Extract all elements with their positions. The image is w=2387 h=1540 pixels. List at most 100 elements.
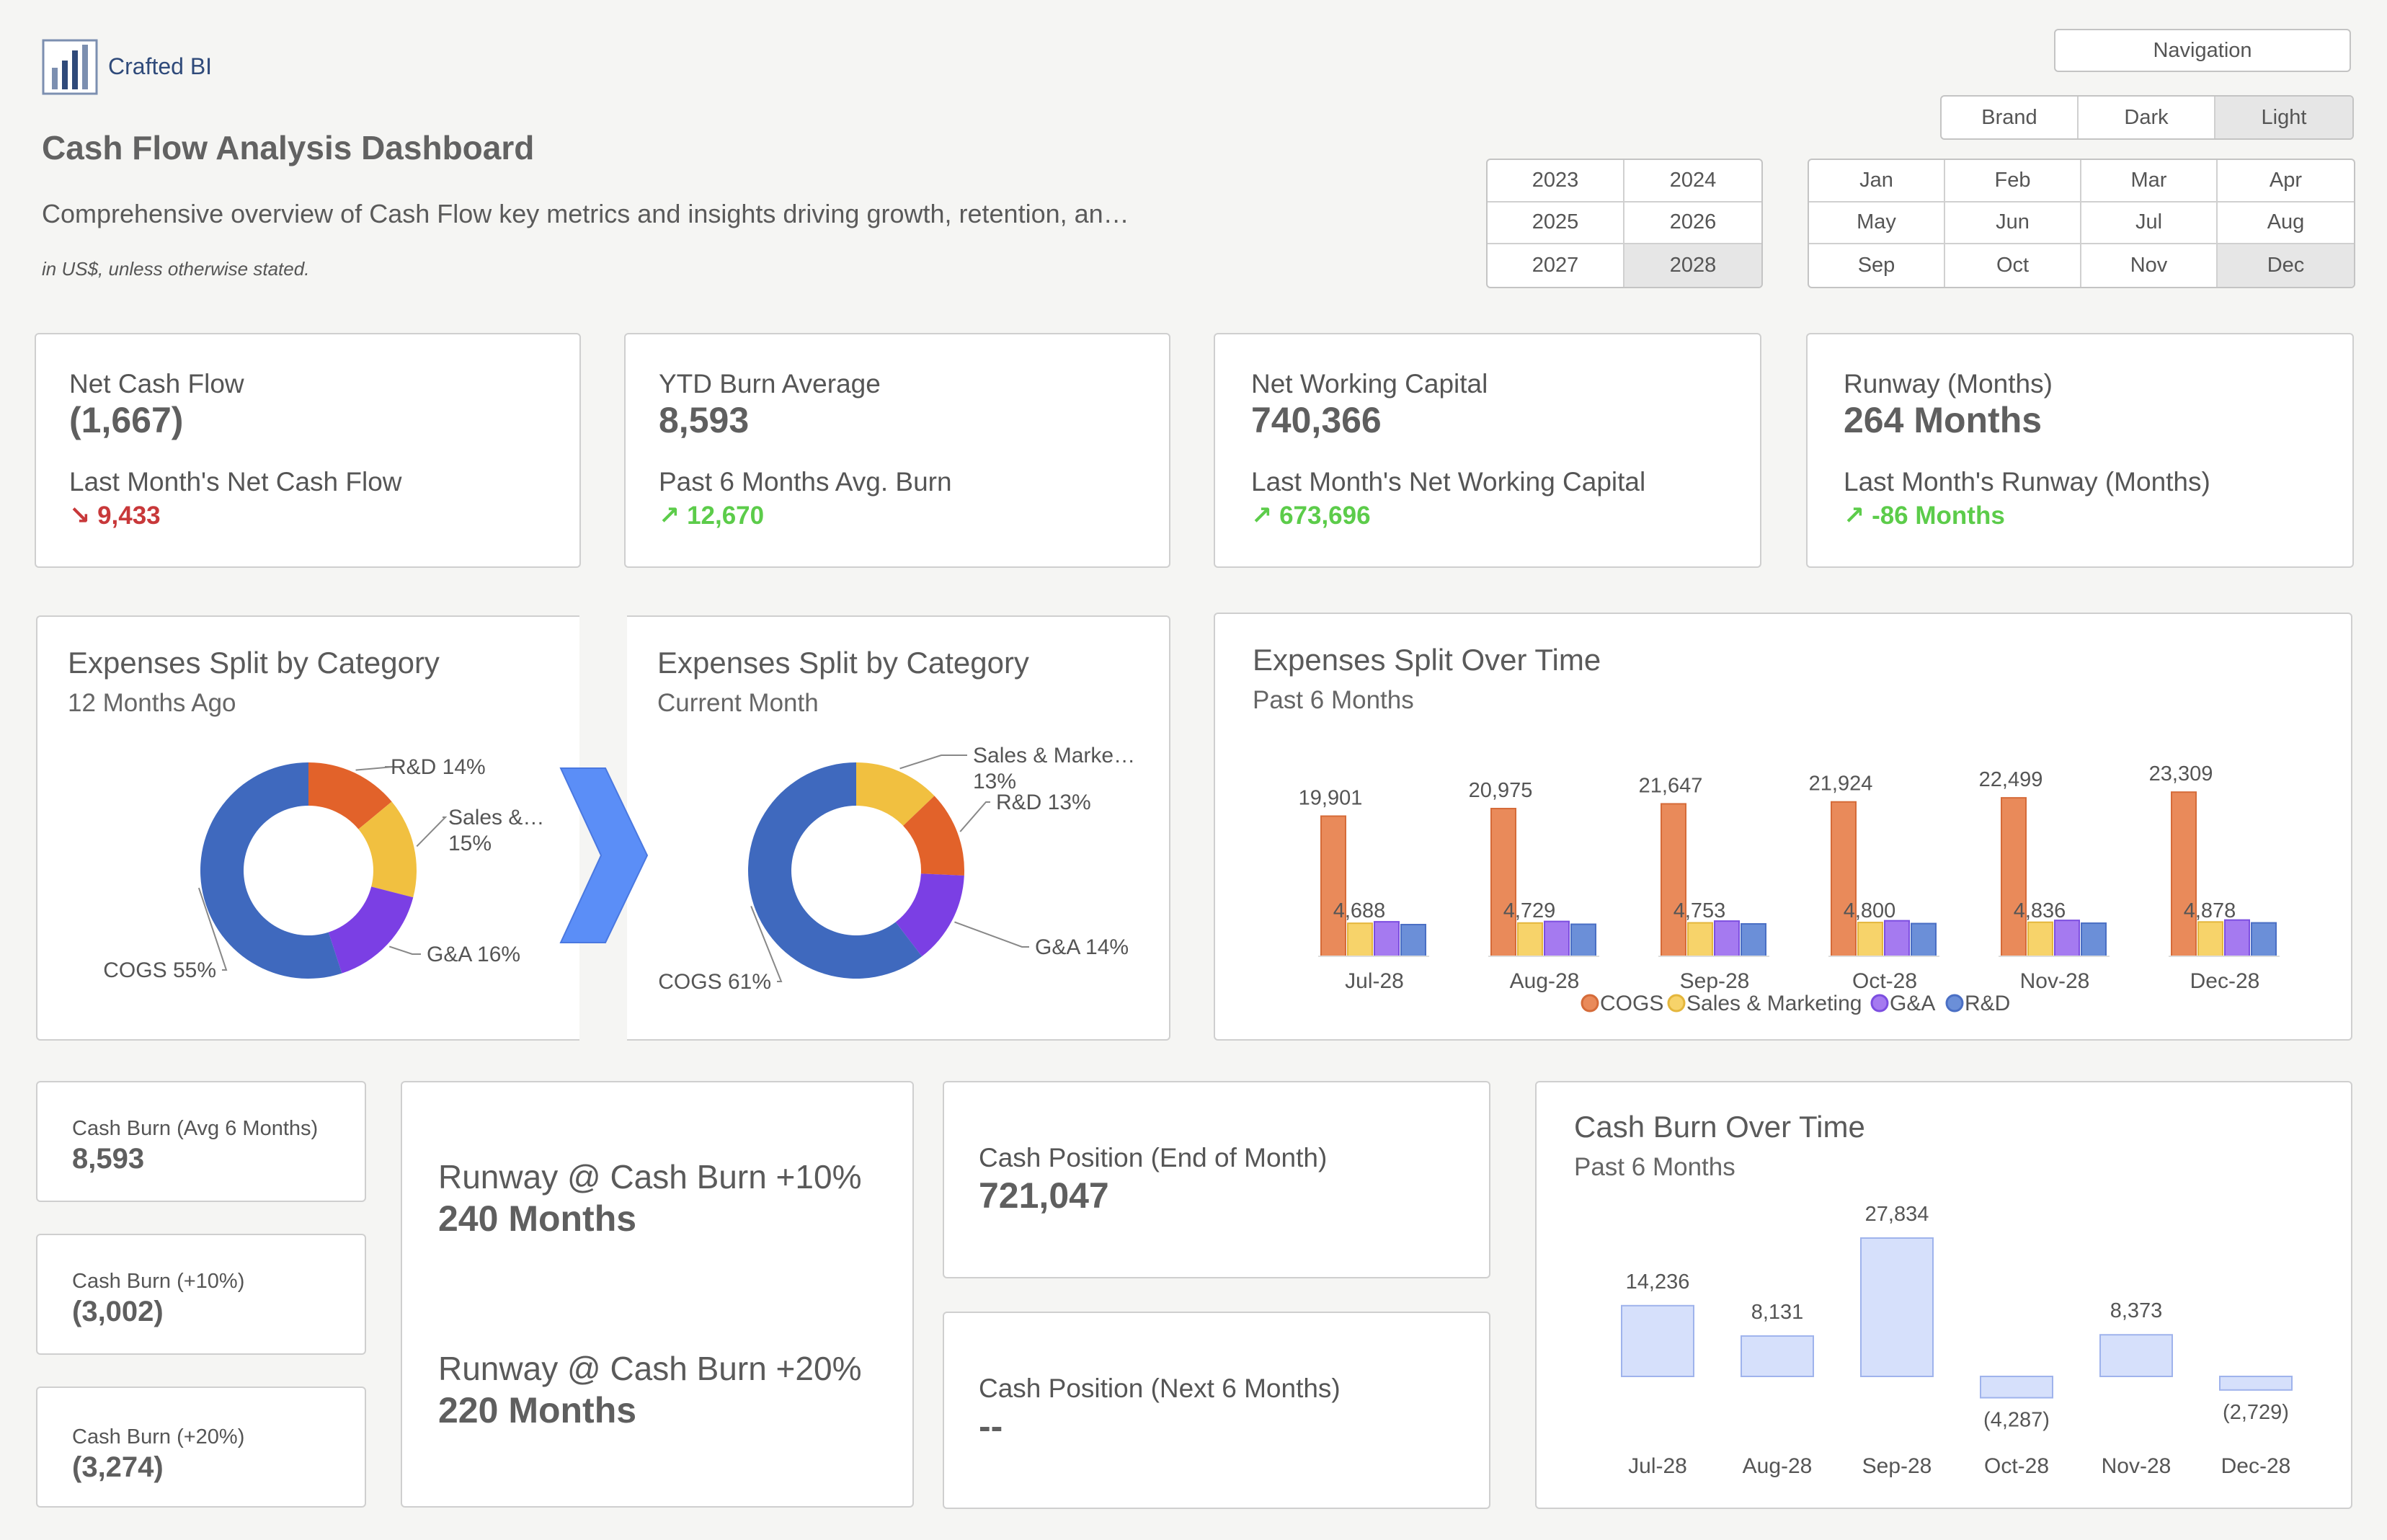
kpi-compare-value: ↗ -86 Months [1844,502,2005,530]
data-label: (4,287) [1983,1409,2050,1432]
donut-slice [903,796,964,876]
burn-bar [1860,1237,1934,1377]
kpi-compare-label: Past 6 Months Avg. Burn [659,467,952,497]
burn-bar [2099,1334,2173,1377]
bar-r-d [1911,922,1937,958]
month-selector: Jan Feb Mar Apr May Jun Jul Aug Sep Oct … [1808,159,2355,288]
legend-label: G&A [1890,992,1935,1015]
expenses-over-time-card: Expenses Split Over Time Past 6 Months 1… [1214,613,2352,1041]
theme-light-button[interactable]: Light [2215,97,2352,138]
donut-chart-prev: R&D 14% Sales &… 15% G&A 16% COGS 55% [103,755,544,982]
month-button-nov[interactable]: Nov [2081,244,2218,287]
donut-slice [358,801,417,898]
x-tick-label: Jul-28 [1345,969,1404,993]
x-tick-label: Dec-28 [2221,1454,2291,1478]
bar-sales-marketing [1857,922,1883,958]
cash-position-end-card: Cash Position (End of Month) 721,047 [943,1081,1490,1278]
legend-label: R&D [1965,992,2010,1015]
data-label: 8,373 [2110,1299,2163,1322]
theme-brand-button[interactable]: Brand [1942,97,2079,138]
chart-subtitle: Past 6 Months [1574,1153,1735,1181]
month-button-mar[interactable]: Mar [2081,160,2218,202]
bar-cogs [1490,808,1516,958]
navigation-button[interactable]: Navigation [2054,29,2351,72]
year-button-2023[interactable]: 2023 [1488,160,1624,202]
x-tick-label: Nov-28 [2102,1454,2172,1478]
bar-sales-marketing [2027,921,2053,957]
slice-label: Sales &… [448,806,544,829]
year-button-2026[interactable]: 2026 [1624,202,1761,245]
bar-chart-logo-icon [42,39,98,95]
slice-label: COGS 55% [103,958,216,982]
data-label: 4,729 [1503,899,1556,922]
data-label: 19,901 [1299,787,1363,810]
legend-swatch [1581,994,1599,1012]
kpi-card-runway: Runway (Months) 264 Months Last Month's … [1806,333,2354,568]
kpi-value: 8,593 [72,1143,145,1175]
expenses-grouped-bar-chart: 19,901 4,688 Jul-28 20,975 4,729 Aug-28 21,647… [1299,762,2280,1015]
month-button-jul[interactable]: Jul [2081,202,2218,245]
kpi-label: Cash Burn (Avg 6 Months) [72,1117,319,1140]
leader-line [388,945,421,955]
kpi-label: Cash Burn (+10%) [72,1270,245,1293]
x-tick-label: Oct-28 [1852,969,1917,993]
kpi-value: 264 Months [1844,400,2042,440]
month-button-jan[interactable]: Jan [1809,160,1945,202]
bar-r-d [1570,923,1596,957]
chart-title: Cash Burn Over Time [1574,1110,1865,1144]
chart-subtitle: Current Month [657,689,819,717]
pie-card-12-months-ago: Expenses Split by Category 12 Months Ago… [36,615,579,1041]
kpi-label: Net Working Capital [1251,369,1488,399]
bar-r-d [1741,923,1766,958]
donut-slice [895,873,964,957]
donut-chart-current: Sales & Marke… 13%R&D 13% G&A 14% COGS 61% [658,744,1135,994]
month-button-may[interactable]: May [1809,202,1945,245]
month-button-jun[interactable]: Jun [1945,202,2081,245]
x-tick-label: Dec-28 [2190,969,2260,993]
kpi-compare-value: ↗ 673,696 [1251,502,1371,530]
leader-line [899,755,967,770]
bar-r-d [2251,922,2277,957]
cash-position-next-card: Cash Position (Next 6 Months) -- [943,1312,1490,1509]
data-label: 20,975 [1469,779,1533,802]
slice-label: R&D 14% [391,755,486,779]
runway-20-label: Runway @ Cash Burn +20% [438,1350,862,1387]
kpi-card-ytd-burn: YTD Burn Average 8,593 Past 6 Months Avg… [624,333,1170,568]
data-label: 22,499 [1979,768,2043,791]
data-label: 4,753 [1673,899,1726,922]
year-button-2025[interactable]: 2025 [1488,202,1624,245]
slice-percent-label: 15% [448,832,492,855]
bar-g-a [2054,920,2080,958]
month-button-feb[interactable]: Feb [1945,160,2081,202]
month-button-aug[interactable]: Aug [2218,202,2354,245]
kpi-label: Cash Burn (+20%) [72,1425,245,1448]
year-button-2024[interactable]: 2024 [1624,160,1761,202]
kpi-label: Net Cash Flow [69,369,244,399]
bar-cogs [2001,797,2027,957]
year-button-2028[interactable]: 2028 [1624,244,1761,287]
donut-slice [328,886,414,974]
month-button-sep[interactable]: Sep [1809,244,1945,287]
month-button-dec[interactable]: Dec [2218,244,2354,287]
legend-label: Sales & Marketing [1686,992,1862,1015]
month-button-apr[interactable]: Apr [2218,160,2354,202]
kpi-value: (3,274) [72,1451,164,1483]
year-button-2027[interactable]: 2027 [1488,244,1624,287]
runway-10-label: Runway @ Cash Burn +10% [438,1158,862,1196]
x-tick-label: Nov-28 [2020,969,2090,993]
theme-dark-button[interactable]: Dark [2079,97,2215,138]
kpi-value: 740,366 [1251,400,1382,440]
kpi-card-net-working-capital: Net Working Capital 740,366 Last Month's… [1214,333,1761,568]
donut-slice [856,762,935,826]
bar-g-a [1374,921,1400,957]
cash-burn-20-card: Cash Burn (+20%) (3,274) [36,1387,366,1508]
slice-label: G&A 16% [427,943,520,966]
runway-10-value: 240 Months [438,1198,637,1239]
kpi-compare-label: Last Month's Net Working Capital [1251,467,1646,497]
kpi-value: (1,667) [69,400,184,440]
legend-label: COGS [1600,992,1663,1015]
bar-cogs [1831,801,1857,957]
kpi-value: -- [979,1406,1003,1446]
page-title: Cash Flow Analysis Dashboard [42,129,535,166]
month-button-oct[interactable]: Oct [1945,244,2081,287]
